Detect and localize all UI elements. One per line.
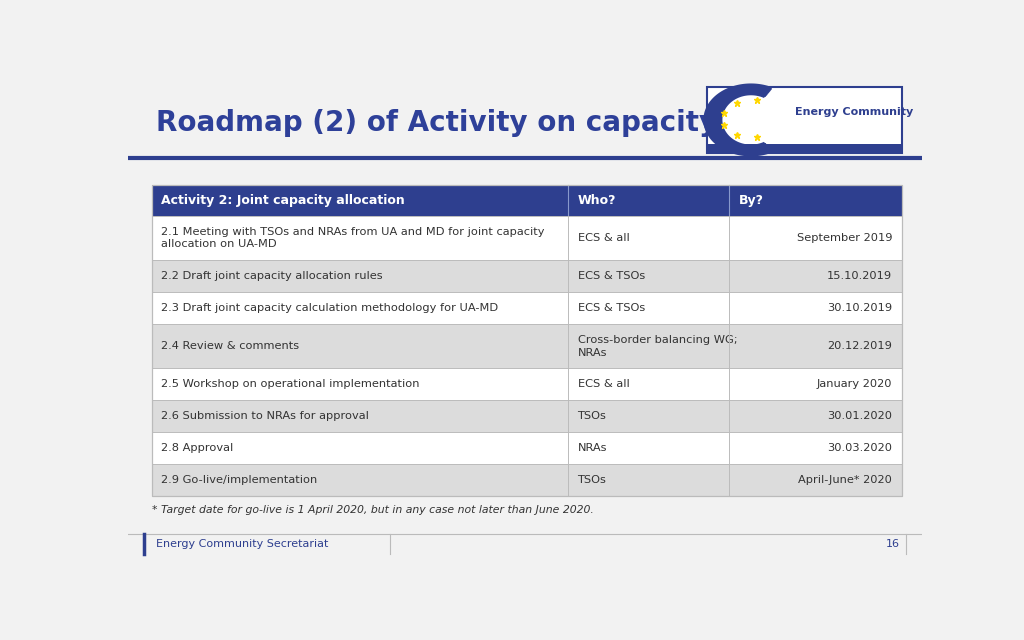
Text: Energy Community: Energy Community: [795, 107, 912, 117]
Text: 30.01.2020: 30.01.2020: [827, 411, 892, 421]
FancyBboxPatch shape: [152, 292, 902, 324]
Text: 16: 16: [886, 539, 899, 549]
FancyBboxPatch shape: [152, 369, 902, 400]
FancyBboxPatch shape: [152, 185, 902, 216]
Text: January 2020: January 2020: [817, 380, 892, 389]
FancyBboxPatch shape: [152, 400, 902, 432]
FancyBboxPatch shape: [152, 464, 902, 495]
FancyBboxPatch shape: [152, 216, 902, 260]
FancyBboxPatch shape: [152, 432, 902, 464]
Text: Who?: Who?: [578, 194, 616, 207]
FancyBboxPatch shape: [708, 86, 902, 153]
Text: ECS & TSOs: ECS & TSOs: [578, 303, 645, 313]
FancyBboxPatch shape: [152, 260, 902, 292]
Text: 2.9 Go-live/implementation: 2.9 Go-live/implementation: [162, 475, 317, 484]
Text: 2.1 Meeting with TSOs and NRAs from UA and MD for joint capacity
allocation on U: 2.1 Meeting with TSOs and NRAs from UA a…: [162, 227, 545, 250]
FancyBboxPatch shape: [708, 144, 902, 153]
Text: NRAs: NRAs: [578, 443, 607, 453]
Text: Roadmap (2) of Activity on capacity allocation: Roadmap (2) of Activity on capacity allo…: [156, 109, 881, 137]
Text: TSOs: TSOs: [578, 475, 606, 484]
Text: ECS & TSOs: ECS & TSOs: [578, 271, 645, 281]
Text: ECS & all: ECS & all: [578, 380, 630, 389]
Text: Energy Community Secretariat: Energy Community Secretariat: [156, 539, 328, 549]
Text: 30.10.2019: 30.10.2019: [827, 303, 892, 313]
Text: September 2019: September 2019: [797, 233, 892, 243]
Text: 2.8 Approval: 2.8 Approval: [162, 443, 233, 453]
Text: 2.4 Review & comments: 2.4 Review & comments: [162, 341, 299, 351]
Polygon shape: [703, 83, 772, 156]
Text: 2.2 Draft joint capacity allocation rules: 2.2 Draft joint capacity allocation rule…: [162, 271, 383, 281]
FancyBboxPatch shape: [152, 324, 902, 369]
Text: Activity 2: Joint capacity allocation: Activity 2: Joint capacity allocation: [162, 194, 406, 207]
Text: 2.6 Submission to NRAs for approval: 2.6 Submission to NRAs for approval: [162, 411, 370, 421]
Text: * Target date for go-live is 1 April 2020, but in any case not later than June 2: * Target date for go-live is 1 April 202…: [152, 504, 594, 515]
Text: 20.12.2019: 20.12.2019: [827, 341, 892, 351]
Text: 2.5 Workshop on operational implementation: 2.5 Workshop on operational implementati…: [162, 380, 420, 389]
Text: 15.10.2019: 15.10.2019: [827, 271, 892, 281]
Text: ECS & all: ECS & all: [578, 233, 630, 243]
Text: April-June* 2020: April-June* 2020: [799, 475, 892, 484]
Text: TSOs: TSOs: [578, 411, 606, 421]
Text: Cross-border balancing WG;
NRAs: Cross-border balancing WG; NRAs: [578, 335, 737, 358]
Text: By?: By?: [738, 194, 764, 207]
Text: 30.03.2020: 30.03.2020: [827, 443, 892, 453]
Text: 2.3 Draft joint capacity calculation methodology for UA-MD: 2.3 Draft joint capacity calculation met…: [162, 303, 499, 313]
